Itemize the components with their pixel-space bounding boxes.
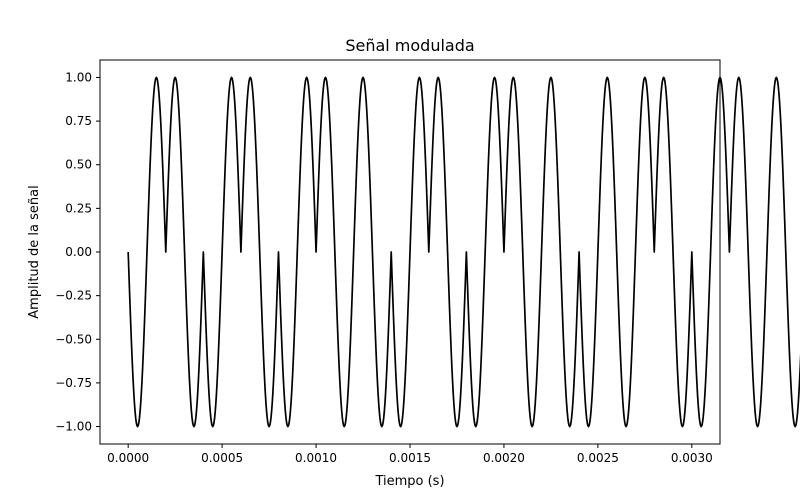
y-tick-label: 0.50 xyxy=(65,158,92,172)
x-tick-label: 0.0015 xyxy=(389,451,431,465)
y-tick-label: −1.00 xyxy=(55,420,92,434)
y-tick-label: 0.75 xyxy=(65,114,92,128)
x-tick-label: 0.0005 xyxy=(201,451,243,465)
x-axis-label: Tiempo (s) xyxy=(374,474,444,489)
y-tick-label: 0.00 xyxy=(65,245,92,259)
y-tick-label: 1.00 xyxy=(65,70,92,84)
x-tick-label: 0.0030 xyxy=(671,451,713,465)
y-tick-label: −0.75 xyxy=(55,376,92,390)
plot-area xyxy=(127,76,800,428)
y-tick-label: 0.25 xyxy=(65,201,92,215)
y-tick-label: −0.50 xyxy=(55,332,92,346)
x-tick-label: 0.0020 xyxy=(483,451,525,465)
x-tick-label: 0.0010 xyxy=(295,451,337,465)
chart-title: Señal modulada xyxy=(345,36,474,55)
y-axis: 1.00 0.75 0.50 0.25 0.00 −0.25 −0.50 −0.75 −1.00 xyxy=(55,70,100,434)
y-tick-label: −0.25 xyxy=(55,289,92,303)
x-tick-label: 0.0000 xyxy=(107,451,149,465)
y-axis-label: Amplitud de la señal xyxy=(27,185,42,318)
x-tick-label: 0.0025 xyxy=(577,451,619,465)
signal-line xyxy=(127,76,800,428)
x-axis: 0.0000 0.0005 0.0010 0.0015 0.0020 0.0025 0.00… xyxy=(107,444,713,465)
